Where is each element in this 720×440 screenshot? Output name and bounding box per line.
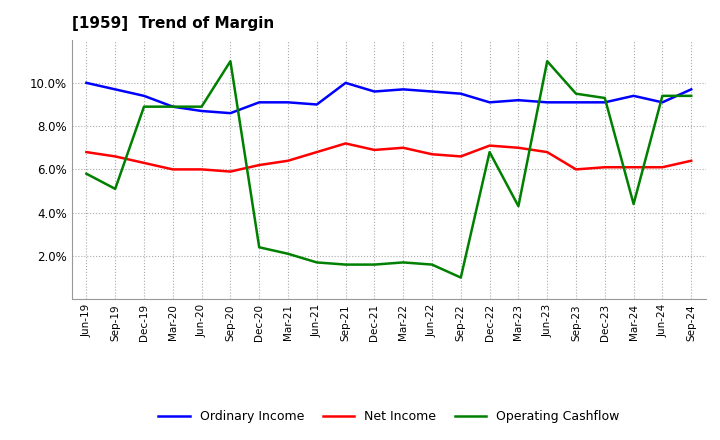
Operating Cashflow [284,251,292,257]
Line: Operating Cashflow: Operating Cashflow [86,61,691,278]
Operating Cashflow [399,260,408,265]
Ordinary Income [111,87,120,92]
Net Income [312,150,321,155]
Operating Cashflow [514,204,523,209]
Ordinary Income [456,91,465,96]
Ordinary Income [428,89,436,94]
Net Income [140,160,148,165]
Net Income [370,147,379,153]
Net Income [658,165,667,170]
Ordinary Income [572,100,580,105]
Line: Net Income: Net Income [86,143,691,172]
Net Income [600,165,609,170]
Net Income [341,141,350,146]
Net Income [168,167,177,172]
Ordinary Income [255,100,264,105]
Ordinary Income [687,87,696,92]
Operating Cashflow [341,262,350,267]
Net Income [514,145,523,150]
Ordinary Income [197,108,206,114]
Net Income [629,165,638,170]
Text: [1959]  Trend of Margin: [1959] Trend of Margin [72,16,274,32]
Ordinary Income [600,100,609,105]
Ordinary Income [226,110,235,116]
Ordinary Income [140,93,148,99]
Net Income [543,150,552,155]
Net Income [399,145,408,150]
Legend: Ordinary Income, Net Income, Operating Cashflow: Ordinary Income, Net Income, Operating C… [153,405,624,428]
Operating Cashflow [82,171,91,176]
Line: Ordinary Income: Ordinary Income [86,83,691,113]
Net Income [226,169,235,174]
Net Income [255,162,264,168]
Operating Cashflow [255,245,264,250]
Operating Cashflow [543,59,552,64]
Ordinary Income [629,93,638,99]
Operating Cashflow [197,104,206,109]
Operating Cashflow [140,104,148,109]
Operating Cashflow [600,95,609,101]
Operating Cashflow [168,104,177,109]
Net Income [456,154,465,159]
Net Income [687,158,696,163]
Net Income [284,158,292,163]
Net Income [197,167,206,172]
Operating Cashflow [226,59,235,64]
Ordinary Income [82,80,91,85]
Net Income [572,167,580,172]
Operating Cashflow [111,186,120,191]
Net Income [485,143,494,148]
Ordinary Income [168,104,177,109]
Net Income [82,150,91,155]
Operating Cashflow [370,262,379,267]
Operating Cashflow [629,202,638,207]
Ordinary Income [312,102,321,107]
Net Income [111,154,120,159]
Operating Cashflow [658,93,667,99]
Ordinary Income [485,100,494,105]
Operating Cashflow [312,260,321,265]
Operating Cashflow [687,93,696,99]
Ordinary Income [658,100,667,105]
Net Income [428,152,436,157]
Operating Cashflow [485,150,494,155]
Operating Cashflow [456,275,465,280]
Operating Cashflow [572,91,580,96]
Ordinary Income [341,80,350,85]
Ordinary Income [399,87,408,92]
Ordinary Income [514,98,523,103]
Ordinary Income [543,100,552,105]
Operating Cashflow [428,262,436,267]
Ordinary Income [284,100,292,105]
Ordinary Income [370,89,379,94]
